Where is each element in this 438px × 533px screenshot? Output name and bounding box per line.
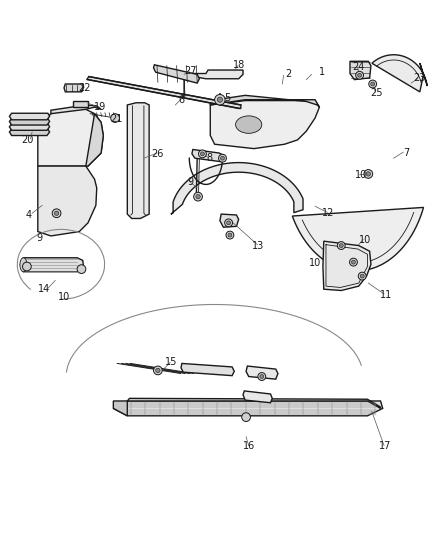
- Text: 14: 14: [38, 284, 50, 294]
- Polygon shape: [113, 401, 127, 416]
- Polygon shape: [153, 65, 199, 83]
- Circle shape: [242, 413, 251, 422]
- Text: 2: 2: [286, 69, 292, 79]
- Circle shape: [226, 221, 230, 225]
- Text: 26: 26: [152, 149, 164, 159]
- Circle shape: [260, 375, 264, 378]
- Circle shape: [196, 195, 200, 199]
- Text: 10: 10: [309, 258, 321, 268]
- Polygon shape: [10, 118, 49, 125]
- Text: 11: 11: [380, 290, 392, 300]
- Text: 1: 1: [318, 67, 325, 77]
- Circle shape: [228, 233, 232, 237]
- Circle shape: [198, 150, 206, 158]
- Circle shape: [111, 114, 120, 123]
- Text: 4: 4: [26, 210, 32, 220]
- Circle shape: [54, 211, 59, 215]
- Text: 9: 9: [187, 177, 194, 187]
- Polygon shape: [210, 101, 319, 149]
- Text: 10: 10: [58, 292, 70, 302]
- Polygon shape: [182, 70, 243, 79]
- Circle shape: [369, 80, 377, 88]
- Polygon shape: [38, 107, 103, 166]
- Polygon shape: [220, 214, 239, 227]
- Polygon shape: [127, 103, 149, 219]
- Circle shape: [358, 272, 366, 280]
- Polygon shape: [113, 401, 383, 416]
- Text: 10: 10: [355, 170, 367, 180]
- Polygon shape: [181, 364, 234, 376]
- Text: 18: 18: [233, 60, 245, 70]
- Polygon shape: [10, 129, 49, 135]
- Text: 23: 23: [413, 73, 425, 83]
- Circle shape: [155, 368, 160, 373]
- Ellipse shape: [236, 116, 262, 133]
- Circle shape: [153, 366, 162, 375]
- Circle shape: [371, 82, 374, 86]
- Circle shape: [360, 274, 364, 278]
- Circle shape: [225, 219, 233, 227]
- Polygon shape: [350, 61, 371, 79]
- Circle shape: [217, 97, 223, 102]
- Circle shape: [258, 373, 266, 381]
- Text: 13: 13: [252, 240, 265, 251]
- Circle shape: [215, 94, 225, 105]
- Text: 10: 10: [359, 235, 371, 245]
- Text: 6: 6: [179, 95, 185, 104]
- Circle shape: [352, 260, 356, 264]
- Polygon shape: [64, 84, 84, 92]
- Polygon shape: [87, 77, 241, 108]
- Text: 27: 27: [184, 66, 197, 76]
- Text: 7: 7: [404, 148, 410, 158]
- Text: 15: 15: [165, 357, 177, 367]
- Polygon shape: [86, 114, 103, 166]
- Circle shape: [219, 154, 226, 162]
- Circle shape: [220, 156, 224, 160]
- Text: 25: 25: [370, 88, 382, 98]
- Polygon shape: [292, 207, 424, 271]
- Text: 24: 24: [353, 62, 365, 72]
- Circle shape: [77, 265, 86, 273]
- Polygon shape: [10, 113, 49, 120]
- Text: 21: 21: [110, 114, 123, 124]
- Polygon shape: [210, 95, 319, 107]
- Circle shape: [337, 241, 345, 249]
- Circle shape: [357, 74, 361, 77]
- Polygon shape: [73, 101, 88, 107]
- Text: 5: 5: [225, 93, 231, 103]
- Polygon shape: [171, 163, 303, 214]
- Polygon shape: [38, 166, 97, 236]
- Circle shape: [350, 258, 357, 266]
- Circle shape: [201, 152, 205, 156]
- Circle shape: [364, 169, 373, 179]
- Text: 22: 22: [79, 83, 91, 93]
- Text: 20: 20: [21, 135, 34, 145]
- Polygon shape: [246, 366, 278, 379]
- Circle shape: [339, 244, 343, 247]
- Polygon shape: [51, 105, 101, 114]
- Circle shape: [366, 172, 371, 176]
- Circle shape: [22, 262, 31, 271]
- Text: 16: 16: [244, 441, 256, 451]
- Polygon shape: [10, 124, 49, 130]
- Polygon shape: [127, 398, 381, 408]
- Circle shape: [226, 231, 234, 239]
- Polygon shape: [372, 55, 427, 92]
- Ellipse shape: [20, 258, 27, 272]
- Text: 17: 17: [379, 441, 391, 451]
- Polygon shape: [192, 149, 223, 161]
- Text: 19: 19: [94, 102, 106, 112]
- Circle shape: [194, 192, 202, 201]
- Polygon shape: [243, 391, 272, 403]
- Text: 8: 8: [206, 153, 212, 163]
- Polygon shape: [20, 258, 84, 272]
- Text: 12: 12: [322, 208, 334, 218]
- Circle shape: [52, 209, 61, 217]
- Circle shape: [356, 71, 364, 79]
- Text: 9: 9: [36, 233, 42, 243]
- Polygon shape: [323, 241, 371, 290]
